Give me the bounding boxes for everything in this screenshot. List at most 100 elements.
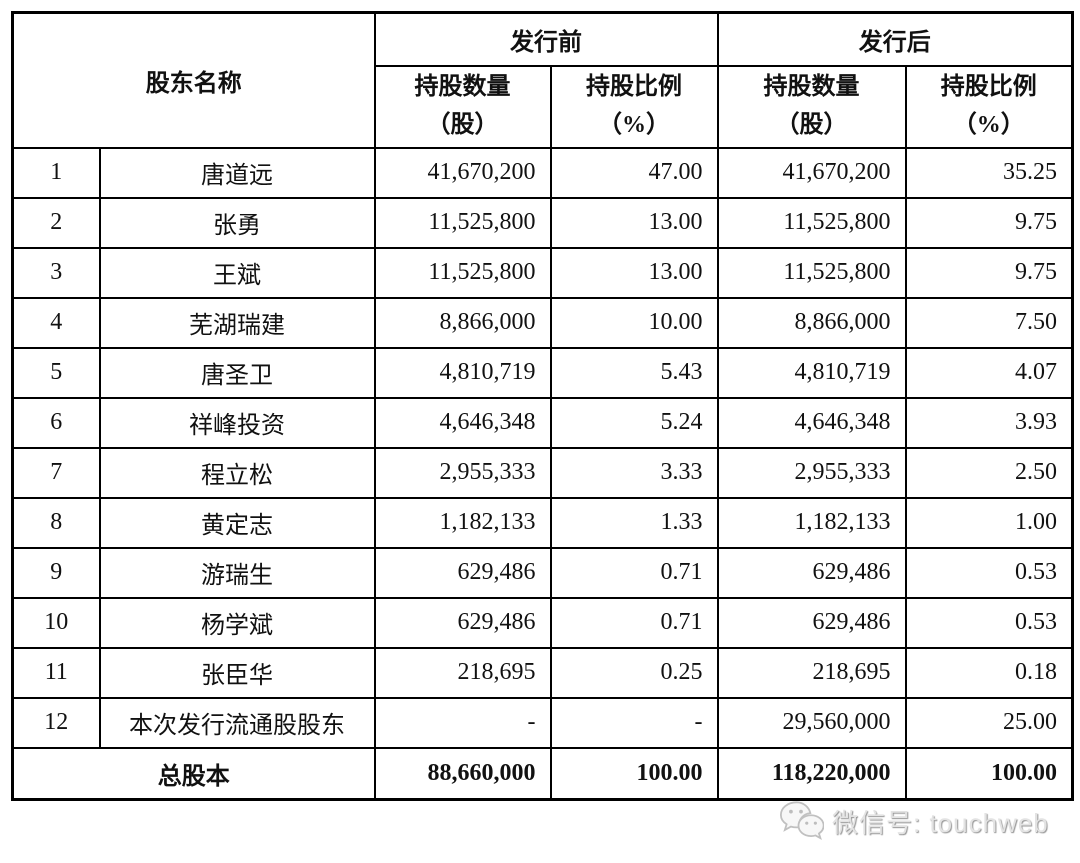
after-qty: 629,486 (716, 546, 907, 599)
shareholder-name: 程立松 (98, 446, 376, 499)
header-before-pct: 持股比例 （%） (549, 64, 719, 149)
after-qty: 4,646,348 (716, 396, 907, 449)
shareholder-name: 张臣华 (98, 646, 376, 699)
wechat-icon (779, 801, 824, 841)
row-number: 9 (11, 546, 101, 599)
header-shareholder-name: 股东名称 (11, 11, 376, 149)
header-row-subcolumns: 持股数量 （股） 持股比例 （%） 持股数量 （股） 持股比例 （%） (13, 64, 1074, 149)
before-pct: 1.33 (549, 496, 719, 549)
before-pct: 5.24 (549, 396, 719, 449)
shareholder-name: 唐圣卫 (98, 346, 376, 399)
row-number: 3 (11, 246, 101, 299)
table-row: 6 祥峰投资 4,646,348 5.24 4,646,348 3.93 (11, 396, 1074, 449)
total-after-pct: 100.00 (904, 746, 1074, 801)
after-qty: 11,525,800 (716, 246, 907, 299)
after-qty: 8,866,000 (716, 296, 907, 349)
after-pct: 0.18 (904, 646, 1074, 699)
after-pct: 7.50 (904, 296, 1074, 349)
row-number: 8 (11, 496, 101, 549)
after-pct: 4.07 (904, 346, 1074, 399)
total-before-qty: 88,660,000 (373, 746, 552, 801)
after-pct: 1.00 (904, 496, 1074, 549)
before-pct: 0.25 (549, 646, 719, 699)
before-pct: 47.00 (549, 146, 719, 199)
row-number: 2 (11, 196, 101, 249)
total-after-qty: 118,220,000 (716, 746, 907, 801)
after-qty: 1,182,133 (716, 496, 907, 549)
after-pct: 2.50 (904, 446, 1074, 499)
shareholder-name: 黄定志 (98, 496, 376, 549)
before-qty: 8,866,000 (373, 296, 552, 349)
after-qty: 218,695 (716, 646, 907, 699)
header-after-pct: 持股比例 （%） (904, 64, 1074, 149)
table-row: 3 王斌 11,525,800 13.00 11,525,800 9.75 (11, 246, 1074, 299)
table-row: 10 杨学斌 629,486 0.71 629,486 0.53 (11, 596, 1074, 649)
after-pct: 9.75 (904, 246, 1074, 299)
after-qty: 2,955,333 (716, 446, 907, 499)
row-number: 5 (11, 346, 101, 399)
before-qty: 41,670,200 (373, 146, 552, 199)
total-row: 总股本 88,660,000 100.00 118,220,000 100.00 (11, 746, 1074, 801)
row-number: 6 (11, 396, 101, 449)
after-pct: 3.93 (904, 396, 1074, 449)
header-before-qty-line2: （股） (426, 111, 499, 138)
after-pct: 0.53 (904, 546, 1074, 599)
header-after-qty: 持股数量 （股） (716, 64, 907, 149)
before-pct: 10.00 (549, 296, 719, 349)
row-number: 10 (11, 596, 101, 649)
shareholder-name: 王斌 (98, 246, 376, 299)
table-row: 4 芜湖瑞建 8,866,000 10.00 8,866,000 7.50 (11, 296, 1074, 349)
after-pct: 0.53 (904, 596, 1074, 649)
after-qty: 29,560,000 (716, 696, 907, 749)
before-qty: 629,486 (373, 596, 552, 649)
after-qty: 4,810,719 (716, 346, 907, 399)
header-after-qty-line1: 持股数量 (763, 74, 860, 101)
row-number: 12 (11, 696, 101, 749)
header-before-issuance: 发行前 (373, 11, 719, 67)
header-after-pct-line2: （%） (952, 111, 1025, 138)
shareholder-name: 唐道远 (98, 146, 376, 199)
shareholder-name: 杨学斌 (98, 596, 376, 649)
table-row: 11 张臣华 218,695 0.25 218,695 0.18 (11, 646, 1074, 699)
after-qty: 11,525,800 (716, 196, 907, 249)
header-before-qty: 持股数量 （股） (373, 64, 552, 149)
after-qty: 41,670,200 (716, 146, 907, 199)
before-pct: 13.00 (549, 246, 719, 299)
header-after-pct-line1: 持股比例 (940, 74, 1037, 101)
shareholder-name: 游瑞生 (98, 546, 376, 599)
table-row: 7 程立松 2,955,333 3.33 2,955,333 2.50 (11, 446, 1074, 499)
header-after-issuance: 发行后 (716, 11, 1074, 67)
table-row: 9 游瑞生 629,486 0.71 629,486 0.53 (11, 546, 1074, 599)
before-qty: 218,695 (373, 646, 552, 699)
before-qty: - (373, 696, 552, 749)
after-qty: 629,486 (716, 596, 907, 649)
before-qty: 11,525,800 (373, 246, 552, 299)
before-qty: 4,810,719 (373, 346, 552, 399)
table-row: 8 黄定志 1,182,133 1.33 1,182,133 1.00 (11, 496, 1074, 549)
row-number: 4 (11, 296, 101, 349)
shareholder-name: 张勇 (98, 196, 376, 249)
after-pct: 25.00 (904, 696, 1074, 749)
shareholder-structure-table: 股东名称 发行前 发行后 持股数量 （股） 持股比例 （%） 持股数量 （股） (11, 11, 1074, 801)
shareholder-name: 本次发行流通股股东 (98, 696, 376, 749)
before-pct: 5.43 (549, 346, 719, 399)
header-row-groups: 股东名称 发行前 发行后 (11, 11, 1074, 149)
before-pct: - (549, 696, 719, 749)
shareholder-name: 祥峰投资 (98, 396, 376, 449)
watermark-text: 微信号: touchweb (832, 807, 1049, 838)
before-pct: 0.71 (549, 596, 719, 649)
before-pct: 0.71 (549, 546, 719, 599)
watermark: 微信号: touchweb (778, 793, 1058, 849)
before-qty: 4,646,348 (373, 396, 552, 449)
table-row: 2 张勇 11,525,800 13.00 11,525,800 9.75 (11, 196, 1074, 249)
before-pct: 3.33 (549, 446, 719, 499)
before-qty: 1,182,133 (373, 496, 552, 549)
header-after-qty-line2: （股） (775, 111, 848, 138)
row-number: 7 (11, 446, 101, 499)
total-label: 总股本 (11, 746, 376, 801)
header-before-pct-line2: （%） (598, 111, 670, 138)
before-qty: 2,955,333 (373, 446, 552, 499)
header-before-pct-line1: 持股比例 (586, 74, 682, 101)
row-number: 11 (11, 646, 101, 699)
